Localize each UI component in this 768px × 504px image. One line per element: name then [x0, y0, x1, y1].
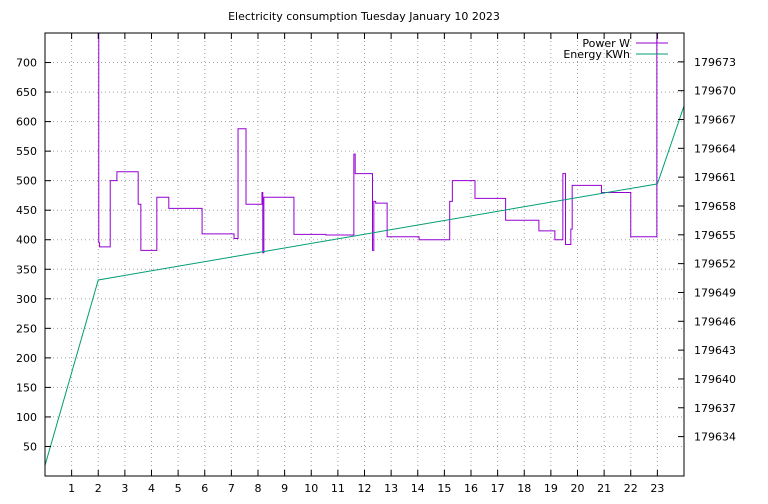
legend-label-power: Power W	[582, 37, 630, 50]
x-tick-label: 1	[68, 482, 75, 495]
y-tick-label: 600	[16, 116, 37, 129]
y-tick-label: 400	[16, 234, 37, 247]
x-tick-label: 7	[228, 482, 235, 495]
x-tick-label: 12	[358, 482, 372, 495]
x-tick-label: 21	[597, 482, 611, 495]
x-tick-label: 16	[464, 482, 478, 495]
x-tick-label: 3	[121, 482, 128, 495]
x-tick-label: 23	[650, 482, 664, 495]
y2-tick-label: 179643	[694, 344, 736, 357]
y-tick-label: 300	[16, 293, 37, 306]
y2-tick-label: 179649	[694, 286, 736, 299]
y2-tick-label: 179652	[694, 258, 736, 271]
legend-label-energy: Energy KWh	[563, 48, 630, 61]
y2-tick-label: 179655	[694, 229, 736, 242]
x-tick-label: 11	[331, 482, 345, 495]
y2-tick-label: 179646	[694, 315, 736, 328]
y2-tick-label: 179661	[694, 171, 736, 184]
series-lines	[44, 32, 685, 466]
y2-tick-label: 179634	[694, 431, 736, 444]
y-tick-label: 700	[16, 57, 37, 70]
chart-title: Electricity consumption Tuesday January …	[228, 10, 500, 23]
power-series-line	[98, 32, 658, 254]
y2-tick-label: 179640	[694, 373, 736, 386]
x-tick-label: 18	[517, 482, 531, 495]
y2-tick-label: 179667	[694, 113, 736, 126]
y2-tick-label: 179637	[694, 402, 736, 415]
x-tick-label: 9	[281, 482, 288, 495]
x-tick-label: 2	[95, 482, 102, 495]
x-tick-label: 8	[255, 482, 262, 495]
grid-lines	[45, 33, 684, 476]
x-tick-label: 4	[148, 482, 155, 495]
x-tick-label: 14	[411, 482, 425, 495]
y2-tick-label: 179673	[694, 56, 736, 69]
y2-tick-label: 179664	[694, 142, 736, 155]
x-tick-label: 10	[304, 482, 318, 495]
y-tick-label: 150	[16, 381, 37, 394]
y2-tick-label: 179658	[694, 200, 736, 213]
x-tick-label: 20	[571, 482, 585, 495]
x-tick-label: 17	[491, 482, 505, 495]
y-tick-label: 550	[16, 145, 37, 158]
energy-series-line	[44, 105, 685, 466]
y-tick-label: 250	[16, 322, 37, 335]
y-tick-label: 100	[16, 411, 37, 424]
x-tick-label: 22	[624, 482, 638, 495]
y-tick-label: 500	[16, 175, 37, 188]
x-tick-label: 5	[175, 482, 182, 495]
axis-ticks: 1 2 3 4 5 6 7 8 9 10 11 12 13 14 15 16 17 18 19 20 21 22 23501…	[16, 33, 736, 495]
y-tick-label: 650	[16, 86, 37, 99]
y-tick-label: 200	[16, 352, 37, 365]
x-tick-label: 13	[384, 482, 398, 495]
x-tick-label: 15	[437, 482, 451, 495]
x-tick-label: 19	[544, 482, 558, 495]
y-tick-label: 350	[16, 263, 37, 276]
y2-tick-label: 179670	[694, 85, 736, 98]
x-tick-label: 6	[201, 482, 208, 495]
legend: Power W Energy KWh	[563, 37, 668, 61]
y-tick-label: 450	[16, 204, 37, 217]
y-tick-label: 50	[23, 440, 37, 453]
